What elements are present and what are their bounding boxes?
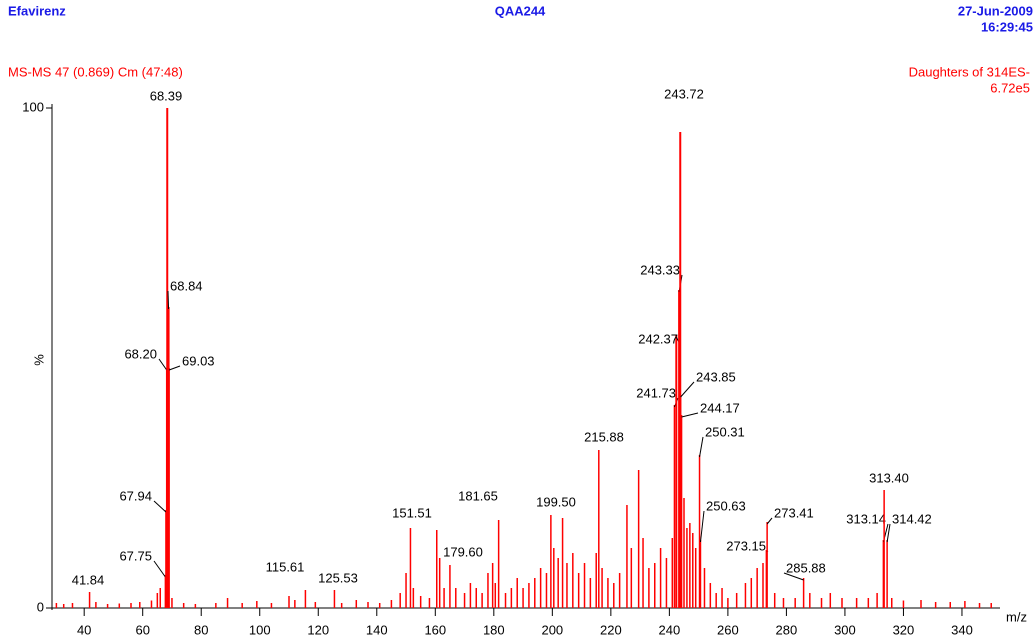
leader-line [168,365,181,371]
peak-label: 250.31 [705,424,745,439]
x-tick-label: 220 [600,622,622,637]
chart-title: QAA244 [495,3,546,18]
x-tick-label: 200 [541,622,563,637]
x-axis-label: m/z [1006,609,1027,624]
peak-label: 313.40 [869,470,909,485]
x-tick-label: 260 [717,622,739,637]
peak-label: 241.73 [636,385,676,400]
peak-label: 67.94 [119,488,152,503]
x-tick-label: 40 [77,622,91,637]
leader-line [681,412,699,418]
peak-label: 179.60 [443,544,483,559]
x-tick-label: 160 [424,622,446,637]
leader-line [699,510,705,543]
peak-label: 243.85 [696,369,736,384]
y-axis-label: % [31,354,46,366]
y-tick-label: 0 [37,599,44,614]
peak-label: 243.72 [664,86,704,101]
peak-label: 69.03 [182,353,215,368]
x-tick-label: 60 [135,622,149,637]
x-tick-label: 180 [483,622,505,637]
leader-line [783,572,804,581]
x-tick-label: 340 [951,622,973,637]
peak-label: 41.84 [72,572,105,587]
peak-label: 273.15 [726,538,766,553]
peak-label: 115.61 [266,559,305,574]
intensity: 6.72e5 [990,80,1030,95]
function-info: Daughters of 314ES- [909,64,1030,79]
leader-line [158,358,168,371]
leader-line [167,290,170,310]
peak-label: 285.88 [786,560,826,575]
leader-line [153,560,166,578]
peak-label: 151.51 [392,505,432,520]
date: 27-Jun-2009 [958,3,1033,18]
time: 16:29:45 [981,19,1033,34]
peak-label: 125.53 [318,570,358,585]
peak-label: 215.88 [584,429,624,444]
leader-line [766,517,773,525]
sample-name: Efavirenz [8,3,66,18]
peak-label: 314.42 [892,511,932,526]
leader-line [680,381,695,398]
leader-line [699,436,704,458]
x-tick-label: 280 [776,622,798,637]
y-tick-label: 100 [22,99,44,114]
x-tick-label: 300 [834,622,856,637]
peak-label: 250.63 [706,498,746,513]
x-tick-label: 320 [893,622,915,637]
x-tick-label: 100 [249,622,271,637]
peak-label: 273.41 [774,505,814,520]
scan-info: MS-MS 47 (0.869) Cm (47:48) [8,64,183,79]
x-tick-label: 140 [366,622,388,637]
leader-line [153,500,167,513]
peak-label: 199.50 [536,494,576,509]
peak-label: 244.17 [700,400,740,415]
peak-label: 68.84 [170,278,203,293]
x-tick-label: 80 [194,622,208,637]
peak-label: 313.14 [846,511,886,526]
peak-label: 68.20 [124,346,157,361]
peak-label: 242.37 [638,331,678,346]
peak-label: 67.75 [119,548,152,563]
leader-line [886,523,891,543]
peak-label: 181.65 [458,488,498,503]
peak-label: 68.39 [150,88,183,103]
peak-label: 243.33 [640,262,680,277]
x-tick-label: 240 [659,622,681,637]
x-tick-label: 120 [307,622,329,637]
